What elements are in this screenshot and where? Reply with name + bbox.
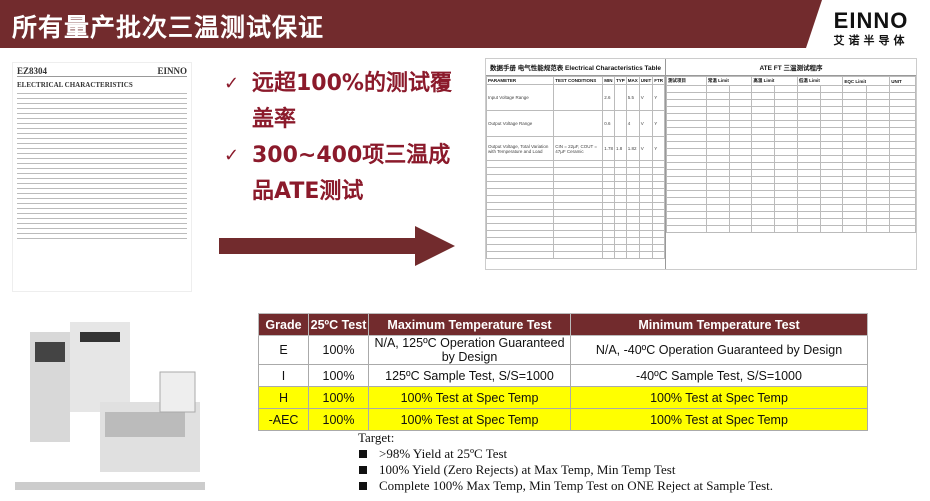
ate-handler-photo (15, 322, 205, 490)
datasheet-table-lines (17, 93, 187, 239)
square-bullet-icon (359, 450, 367, 458)
ec-table: PARAMETER TEST CONDITIONS MIN TYP MAX UNIT FTR… (486, 76, 665, 259)
table-row: E 100% N/A, 125ºC Operation Guaranteed by … (258, 335, 868, 365)
datasheet-heading: ELECTRICAL CHARACTERISTICS (17, 81, 133, 89)
datasheet-image-right: 数据手册 电气性能规范表 Electrical Characteristics … (485, 58, 917, 270)
target-item: Complete 100% Max Temp, Min Temp Test on… (358, 478, 773, 494)
ec-table-title: 数据手册 电气性能规范表 Electrical Characteristics … (486, 59, 665, 76)
datasheet-image-left: EZ8304 EINNO ELECTRICAL CHARACTERISTICS (12, 62, 192, 292)
ate-table-title: ATE FT 三温测试程序 (666, 59, 916, 76)
square-bullet-icon (359, 482, 367, 490)
ate-table: 测试项目 常温 Limit 高温 Limit 低温 Limit EQC Limit UNI… (666, 76, 916, 233)
check-icon: ✓ (224, 145, 240, 166)
bullet-list: ✓ 远超100%的测试覆盖率 ✓ 300~400项三温成品ATE测试 (224, 66, 454, 210)
einno-logo: EINNO 艾诺半导体 (833, 8, 909, 48)
bullet-item: ✓ 远超100%的测试覆盖率 (224, 66, 454, 138)
target-item: >98% Yield at 25ºC Test (358, 446, 773, 462)
target-section: Target: >98% Yield at 25ºC Test 100% Yie… (358, 430, 773, 494)
header-background (0, 0, 822, 48)
grade-table: Grade 25ºC Test Maximum Temperature Test Mi… (258, 313, 868, 431)
datasheet-brand: EINNO (157, 66, 187, 76)
target-label: Target: (358, 430, 395, 445)
target-item: 100% Yield (Zero Rejects) at Max Temp, M… (358, 462, 773, 478)
right-arrow-icon (219, 226, 455, 266)
table-row: -AEC 100% 100% Test at Spec Temp 100% Test … (258, 408, 868, 431)
square-bullet-icon (359, 466, 367, 474)
header-bar: 所有量产批次三温测试保证 EINNO 艾诺半导体 (0, 0, 930, 48)
bullet-item: ✓ 300~400项三温成品ATE测试 (224, 138, 454, 210)
table-row: H 100% 100% Test at Spec Temp 100% Test at … (258, 386, 868, 409)
grade-table-header: Grade 25ºC Test Maximum Temperature Test Mi… (258, 313, 868, 336)
page-title: 所有量产批次三温测试保证 (12, 13, 325, 42)
part-number: EZ8304 (17, 66, 48, 76)
table-row: I 100% 125ºC Sample Test, S/S=1000 -40ºC Sa… (258, 364, 868, 387)
check-icon: ✓ (224, 73, 240, 94)
